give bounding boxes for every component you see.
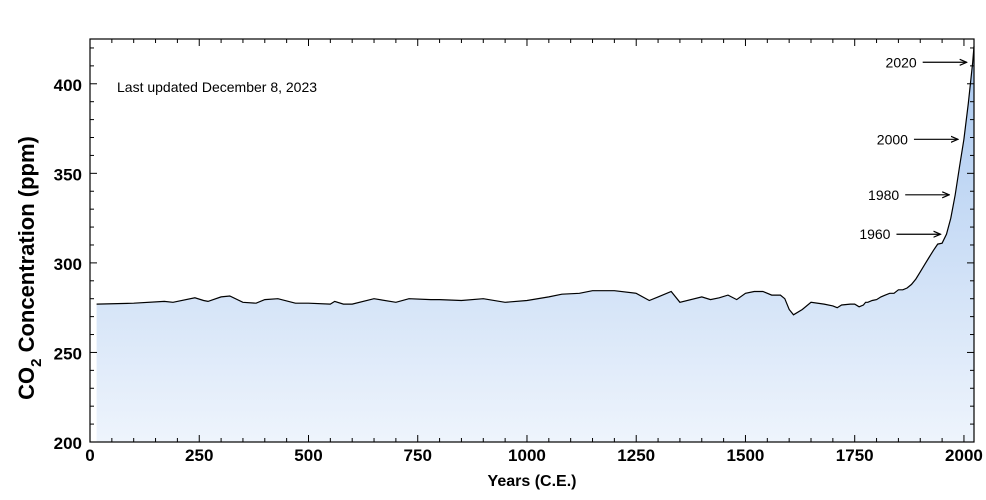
y-tick-label-200: 200: [54, 434, 82, 453]
marker-label-1960: 1960: [859, 226, 890, 242]
co2-series-line: [96, 46, 975, 316]
x-tick-label-500: 500: [294, 446, 322, 465]
y-axis: 200 250 300 350 400: [54, 47, 974, 453]
x-tick-label-0: 0: [85, 446, 94, 465]
y-axis-title-subscript: 2: [28, 359, 45, 367]
x-tick-label-250: 250: [185, 446, 213, 465]
co2-area-fill: [96, 46, 975, 442]
y-tick-label-400: 400: [54, 76, 82, 95]
x-axis: 0 250 500 750 1000 1250 1500 1750 2000: [85, 39, 983, 465]
x-tick-label-1750: 1750: [836, 446, 874, 465]
marker-label-1980: 1980: [868, 187, 899, 203]
x-tick-label-750: 750: [404, 446, 432, 465]
x-tick-label-1500: 1500: [727, 446, 765, 465]
marker-label-2020: 2020: [886, 54, 917, 70]
x-tick-label-2000: 2000: [945, 446, 983, 465]
x-tick-label-1250: 1250: [617, 446, 655, 465]
x-tick-label-1000: 1000: [508, 446, 546, 465]
plot-frame: [89, 38, 975, 443]
y-tick-label-300: 300: [54, 255, 82, 274]
y-axis-title-co: CO: [14, 367, 39, 400]
y-tick-label-250: 250: [54, 344, 82, 363]
y-axis-title-rest: Concentration (ppm): [14, 136, 39, 358]
last-updated-note: Last updated December 8, 2023: [117, 79, 317, 95]
y-axis-title: CO2 Concentration (ppm): [14, 136, 45, 400]
y-tick-label-350: 350: [54, 165, 82, 184]
year-markers: 1960 1980 2000 2020: [859, 54, 966, 242]
marker-label-2000: 2000: [877, 131, 908, 147]
x-axis-title: Years (C.E.): [488, 473, 577, 490]
